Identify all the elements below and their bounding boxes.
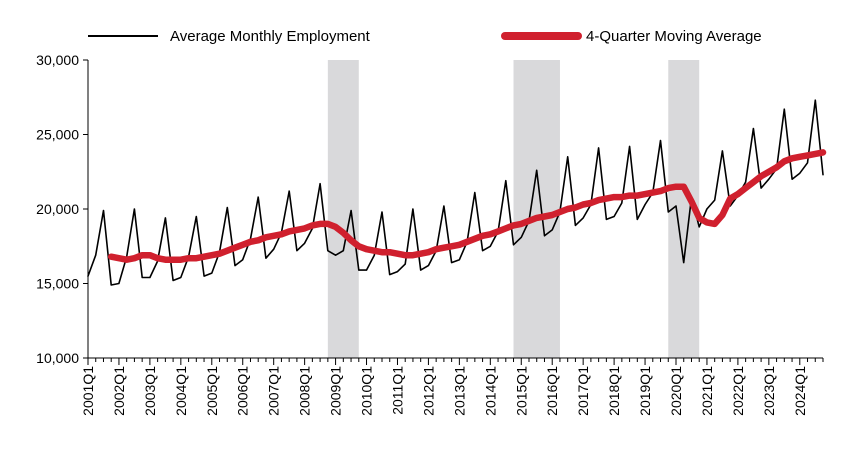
x-tick-label: 2001Q1: [80, 366, 96, 416]
x-tick-label: 2012Q1: [420, 366, 436, 416]
legend-label-average-monthly-employment: Average Monthly Employment: [170, 28, 371, 45]
x-tick-label: 2018Q1: [606, 366, 622, 416]
x-tick-label: 2003Q1: [142, 366, 158, 416]
x-tick-label: 2021Q1: [699, 366, 715, 416]
x-tick-label: 2011Q1: [389, 366, 405, 415]
recession-shade-1: [327, 60, 359, 358]
y-tick-label: 15,000: [36, 276, 79, 292]
axes-group: 10,000 15,000 20,000 25,000 30,000 2001Q1 2002…: [36, 52, 824, 416]
y-tick-label: 20,000: [36, 201, 79, 217]
legend-label-4-quarter-moving-average: 4-Quarter Moving Average: [586, 28, 762, 45]
y-tick-label: 25,000: [36, 127, 79, 143]
x-tick-label: 2014Q1: [482, 366, 498, 416]
series-line-4-quarter-moving-average: [107, 149, 827, 263]
x-tick-label: 2002Q1: [111, 366, 127, 416]
y-tick-label: 10,000: [36, 350, 79, 366]
x-tick-label: 2005Q1: [204, 366, 220, 416]
x-tick-label: 2023Q1: [761, 366, 777, 416]
x-tick-label: 2016Q1: [544, 366, 560, 416]
y-tick-label: 30,000: [36, 52, 79, 68]
recession-shade-2: [513, 60, 560, 358]
x-tick-label: 2019Q1: [637, 366, 653, 416]
x-tick-label: 2020Q1: [668, 366, 684, 416]
x-tick-label: 2008Q1: [297, 366, 313, 416]
x-tick-label: 2007Q1: [266, 366, 282, 416]
x-tick-label: 2022Q1: [730, 366, 746, 416]
x-tick-label: 2013Q1: [451, 366, 467, 416]
x-tick-label: 2024Q1: [792, 366, 808, 416]
x-tick-label: 2010Q1: [359, 366, 375, 416]
series-group: [87, 99, 827, 286]
series-line-average-monthly-employment: [87, 99, 824, 286]
x-tick-label: 2015Q1: [513, 366, 529, 416]
x-tick-label: 2009Q1: [328, 366, 344, 416]
x-tick-label: 2017Q1: [575, 366, 591, 416]
x-tick-label: 2004Q1: [173, 366, 189, 416]
legend: Average Monthly Employment 4-Quarter Mov…: [88, 28, 762, 45]
x-tick-label: 2006Q1: [235, 366, 251, 416]
